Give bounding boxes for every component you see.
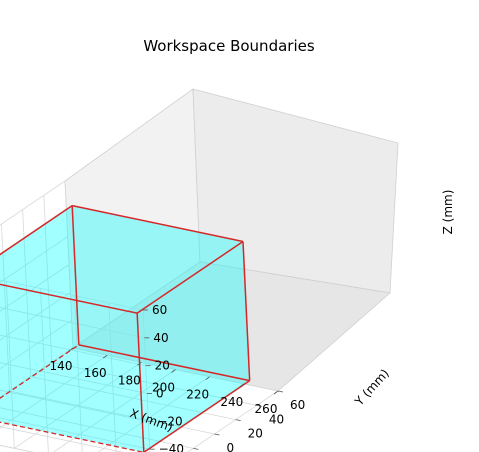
- x-tick-mark: [102, 354, 108, 359]
- grid-line-z-back: [0, 279, 144, 311]
- z-tick-label: −20: [157, 414, 182, 428]
- y-axis-label: Y (mm): [351, 366, 391, 409]
- box-edge: [242, 241, 251, 381]
- grid-line-z-back: [0, 307, 145, 339]
- box-face: [0, 205, 79, 399]
- grid-line-z-back: [0, 417, 150, 450]
- y-tick-label: 40: [269, 412, 284, 426]
- box-edge: [71, 205, 80, 345]
- z-tick-label: 0: [156, 387, 164, 401]
- x-tick-label: 160: [84, 366, 107, 380]
- y-tick-mark: [214, 433, 220, 436]
- y-tick-label: 20: [248, 427, 263, 441]
- z-tick-label: 40: [153, 331, 168, 345]
- box-edge: [0, 205, 73, 256]
- box-edge: [136, 240, 244, 314]
- box-edge: [78, 344, 250, 382]
- x-tick-mark: [171, 369, 176, 373]
- x-tick-mark: [239, 383, 245, 388]
- box-face: [0, 284, 144, 452]
- grid-line-z-left: [0, 319, 72, 370]
- box-edge: [72, 204, 244, 243]
- y-tick-mark: [193, 447, 199, 450]
- grid-line-z-left: [0, 292, 71, 341]
- z-tick-label: 60: [152, 303, 167, 317]
- x-tick-mark: [137, 362, 142, 366]
- x-tick-mark: [205, 376, 210, 380]
- y-tick-mark: [235, 419, 241, 422]
- x-tick-label: 260: [255, 402, 278, 416]
- workspace-box: [0, 204, 251, 452]
- box-edge: [143, 380, 251, 452]
- x-tick-label: 240: [220, 395, 243, 409]
- box-face: [0, 344, 250, 452]
- chart-title: Workspace Boundaries: [143, 37, 315, 55]
- box-edge: [0, 283, 138, 314]
- grid-line-z-left: [0, 180, 66, 226]
- grid-line-z-back: [0, 362, 148, 394]
- y-tick-mark: [256, 404, 262, 407]
- x-tick-label: 140: [50, 359, 73, 373]
- box-edge: [136, 313, 145, 452]
- z-axis-label: Z (mm): [441, 190, 455, 235]
- z-tick-label: −40: [159, 442, 184, 452]
- box-face: [72, 205, 250, 381]
- x-tick-mark: [273, 390, 279, 395]
- grid-line-z-back: [0, 389, 149, 422]
- y-tick-label: 0: [227, 441, 235, 452]
- x-tick-label: 180: [118, 373, 141, 387]
- x-tick-mark: [68, 347, 74, 352]
- box-edge-hidden: [0, 421, 144, 452]
- x-tick-label: 220: [186, 388, 209, 402]
- grid-line-z-left: [0, 236, 68, 283]
- grid-line-y-floor: [0, 426, 124, 452]
- box-face: [0, 205, 243, 314]
- z-tick-label: 20: [155, 359, 170, 373]
- y-tick-mark: [277, 390, 284, 393]
- tick-labels: 140160180200220240260−60−40−200204060−60…: [50, 303, 306, 452]
- x-tick-label: 200: [152, 381, 175, 395]
- grid-line-z-back: [0, 334, 146, 367]
- grid-line-z-left: [0, 264, 70, 312]
- box-edge-hidden: [0, 344, 80, 400]
- y-tick-label: 60: [290, 398, 305, 412]
